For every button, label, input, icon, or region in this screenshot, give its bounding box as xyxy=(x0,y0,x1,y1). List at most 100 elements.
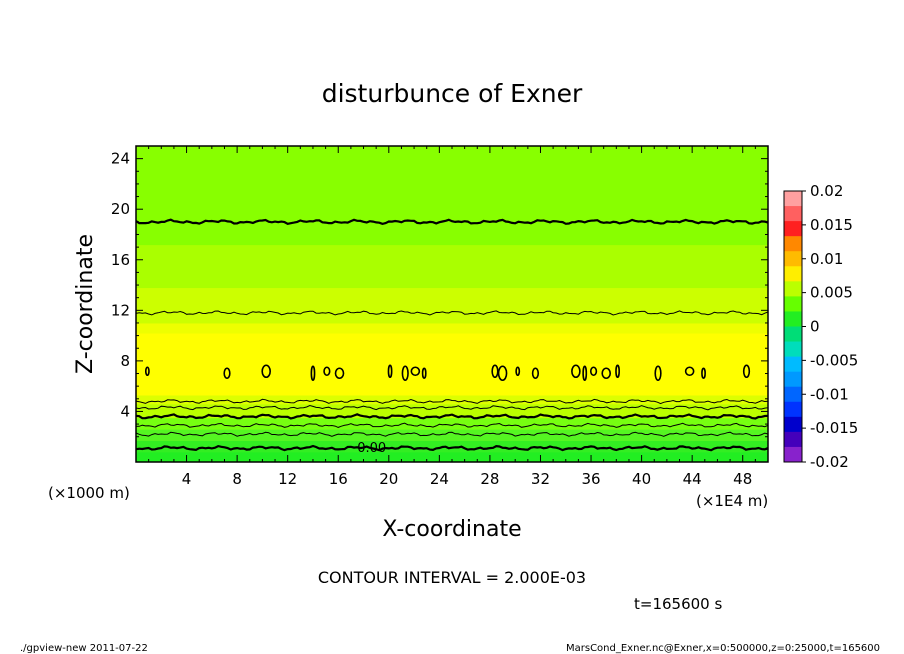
small-contour xyxy=(515,366,521,377)
small-contour xyxy=(334,367,345,380)
x-tick-label: 20 xyxy=(379,470,398,488)
colorbar-segment xyxy=(784,206,802,222)
x-tick-label: 44 xyxy=(683,470,702,488)
x-tick-label: 24 xyxy=(430,470,449,488)
y-axis-title: Z-coordinate xyxy=(73,234,98,374)
fill-band xyxy=(136,395,768,405)
colorbar-label: -0.005 xyxy=(810,351,858,369)
small-contour xyxy=(410,366,421,377)
x-tick-label: 4 xyxy=(182,470,192,488)
time-stamp: t=165600 s xyxy=(634,595,722,613)
colorbar-segment xyxy=(784,356,802,373)
y-tick-label: 20 xyxy=(111,200,130,218)
small-contour xyxy=(497,365,508,382)
colorbar-segment xyxy=(784,401,802,418)
colorbar-label: -0.01 xyxy=(810,385,849,403)
contour-lines xyxy=(135,218,769,452)
small-contour xyxy=(310,365,316,382)
colorbar-segment xyxy=(784,266,802,282)
y-tick-label: 8 xyxy=(120,352,130,370)
x-tick-label: 12 xyxy=(278,470,297,488)
colorbar-segment xyxy=(784,221,802,237)
small-contour xyxy=(654,365,662,382)
fill-band xyxy=(136,146,768,246)
y-tick-label: 4 xyxy=(120,402,130,420)
colorbar-label: -0.015 xyxy=(810,419,858,437)
footer-right: MarsCond_Exner.nc@Exner,x=0:500000,z=0:2… xyxy=(566,643,880,654)
y-tick-label: 12 xyxy=(111,301,130,319)
x-tick-label: 8 xyxy=(232,470,242,488)
colorbar-label: 0.005 xyxy=(810,284,853,302)
x-tick-label: 36 xyxy=(581,470,600,488)
colorbar-label: 0.01 xyxy=(810,250,843,268)
fill-band xyxy=(136,244,768,289)
colorbar-segment xyxy=(784,296,802,312)
small-contour xyxy=(589,366,598,377)
x-tick-label: 40 xyxy=(632,470,651,488)
y-tick-label: 24 xyxy=(111,150,130,168)
small-contours xyxy=(144,364,751,382)
small-contour xyxy=(491,364,499,379)
colorbar: 0.02 0.015 0.01 0.005 0 -0.005 -0.01 -0.015 -0.0… xyxy=(783,182,858,471)
colorbar-segment xyxy=(784,191,802,207)
small-contour xyxy=(401,365,409,382)
colorbar-label: -0.02 xyxy=(810,453,849,471)
small-contour xyxy=(531,367,540,380)
small-contour xyxy=(684,366,695,377)
x-unit-label: (×1000 m) xyxy=(48,484,130,502)
colorbar-segment xyxy=(784,431,802,448)
colorbar-segment xyxy=(784,446,802,463)
y-tick-label: 16 xyxy=(111,251,130,269)
small-contour xyxy=(387,364,393,379)
fill-band xyxy=(136,440,768,453)
fill-band xyxy=(136,322,768,334)
contour-interval: CONTOUR INTERVAL = 2.000E-03 xyxy=(318,568,586,587)
chart-title: disturbunce of Exner xyxy=(322,79,583,108)
small-contour xyxy=(615,364,620,379)
colorbar-label: 0.015 xyxy=(810,216,853,234)
small-contour xyxy=(571,364,581,379)
fill-band xyxy=(136,429,768,442)
fill-band xyxy=(136,451,768,463)
fill-bands xyxy=(136,146,768,463)
fill-band xyxy=(136,417,768,430)
contour-line xyxy=(135,444,769,452)
small-contour xyxy=(582,365,588,382)
x-multiplier-label: (×1E4 m) xyxy=(696,492,768,510)
plot-area: 0.00 xyxy=(135,145,769,463)
x-axis: 4 8 12 16 20 24 28 32 36 40 44 48 xyxy=(135,146,769,488)
contour-line xyxy=(135,310,769,316)
footer-left: ./gpview-new 2011-07-22 xyxy=(20,643,148,654)
contour-line xyxy=(135,431,769,437)
small-contour xyxy=(421,367,427,380)
colorbar-segment xyxy=(784,236,802,252)
colorbar-segment xyxy=(784,386,802,403)
small-contour xyxy=(742,364,751,379)
small-contour xyxy=(223,367,231,380)
colorbar-segment xyxy=(784,416,802,433)
contour-line xyxy=(135,422,769,428)
contour-line xyxy=(135,413,769,420)
x-tick-label: 32 xyxy=(531,470,550,488)
colorbar-segment xyxy=(784,311,802,327)
fill-band xyxy=(136,287,768,324)
small-contour xyxy=(323,366,331,377)
contour-line xyxy=(135,398,769,405)
x-tick-label: 28 xyxy=(480,470,499,488)
y-axis: 4 8 12 16 20 24 xyxy=(111,145,768,463)
colorbar-segment xyxy=(784,326,802,342)
colorbar-label: 0 xyxy=(810,318,820,336)
small-contour xyxy=(701,367,706,380)
small-contour xyxy=(601,367,612,380)
colorbar-segment xyxy=(784,281,802,297)
contour-line xyxy=(135,218,769,226)
small-contour xyxy=(144,366,150,377)
colorbar-segment xyxy=(784,251,802,267)
small-contour xyxy=(261,364,271,379)
x-tick-label: 16 xyxy=(329,470,348,488)
colorbar-segment xyxy=(784,341,802,358)
x-tick-label: 48 xyxy=(733,470,752,488)
contour-line xyxy=(135,404,769,411)
fill-band xyxy=(136,333,768,396)
